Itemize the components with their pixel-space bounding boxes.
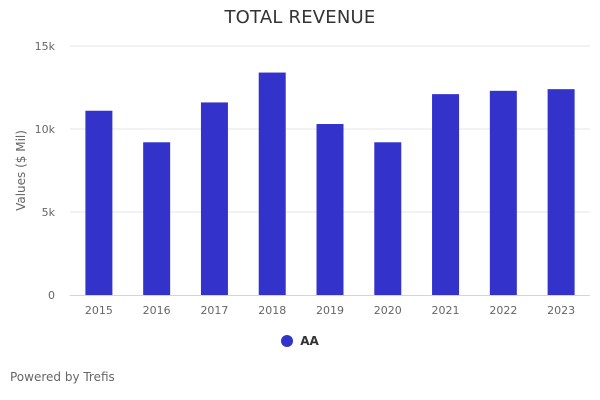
x-tick-label: 2020: [374, 304, 402, 317]
bar-2023[interactable]: [547, 89, 575, 295]
bar-2022[interactable]: [489, 90, 517, 295]
x-tick-label: 2021: [432, 304, 460, 317]
chart-title: TOTAL REVENUE: [224, 7, 376, 28]
legend-item-aa[interactable]: AA: [281, 334, 319, 348]
x-tick-label: 2017: [200, 304, 228, 317]
x-tick-label: 2019: [316, 304, 344, 317]
y-tick-label: 15k: [35, 40, 56, 53]
legend-label: AA: [300, 334, 319, 348]
y-tick-label: 5k: [42, 206, 56, 219]
bar-2020[interactable]: [374, 142, 402, 295]
y-axis-ticks: 0 5k 10k 15k: [35, 40, 56, 302]
y-axis-title: Values ($ Mil): [14, 130, 28, 211]
x-axis-ticks: 2015 2016 2017 2018 2019 2020 2021 2022 2023: [85, 304, 575, 317]
x-tick-label: 2015: [85, 304, 113, 317]
bar-2019[interactable]: [316, 124, 344, 296]
x-tick-label: 2022: [489, 304, 517, 317]
x-tick-label: 2018: [258, 304, 286, 317]
bar-2016[interactable]: [143, 142, 171, 295]
legend: AA: [0, 334, 600, 348]
y-tick-label: 0: [48, 289, 55, 302]
bar-2017[interactable]: [200, 102, 228, 295]
y-tick-label: 10k: [35, 123, 56, 136]
x-tick-label: 2023: [547, 304, 575, 317]
bar-2021[interactable]: [432, 94, 460, 295]
x-tick-label: 2016: [143, 304, 171, 317]
credits-link[interactable]: Powered by Trefis: [10, 370, 115, 384]
bar-2015[interactable]: [85, 110, 113, 296]
bar-2018[interactable]: [258, 72, 286, 295]
legend-swatch: [281, 335, 294, 347]
bars: [85, 72, 575, 296]
